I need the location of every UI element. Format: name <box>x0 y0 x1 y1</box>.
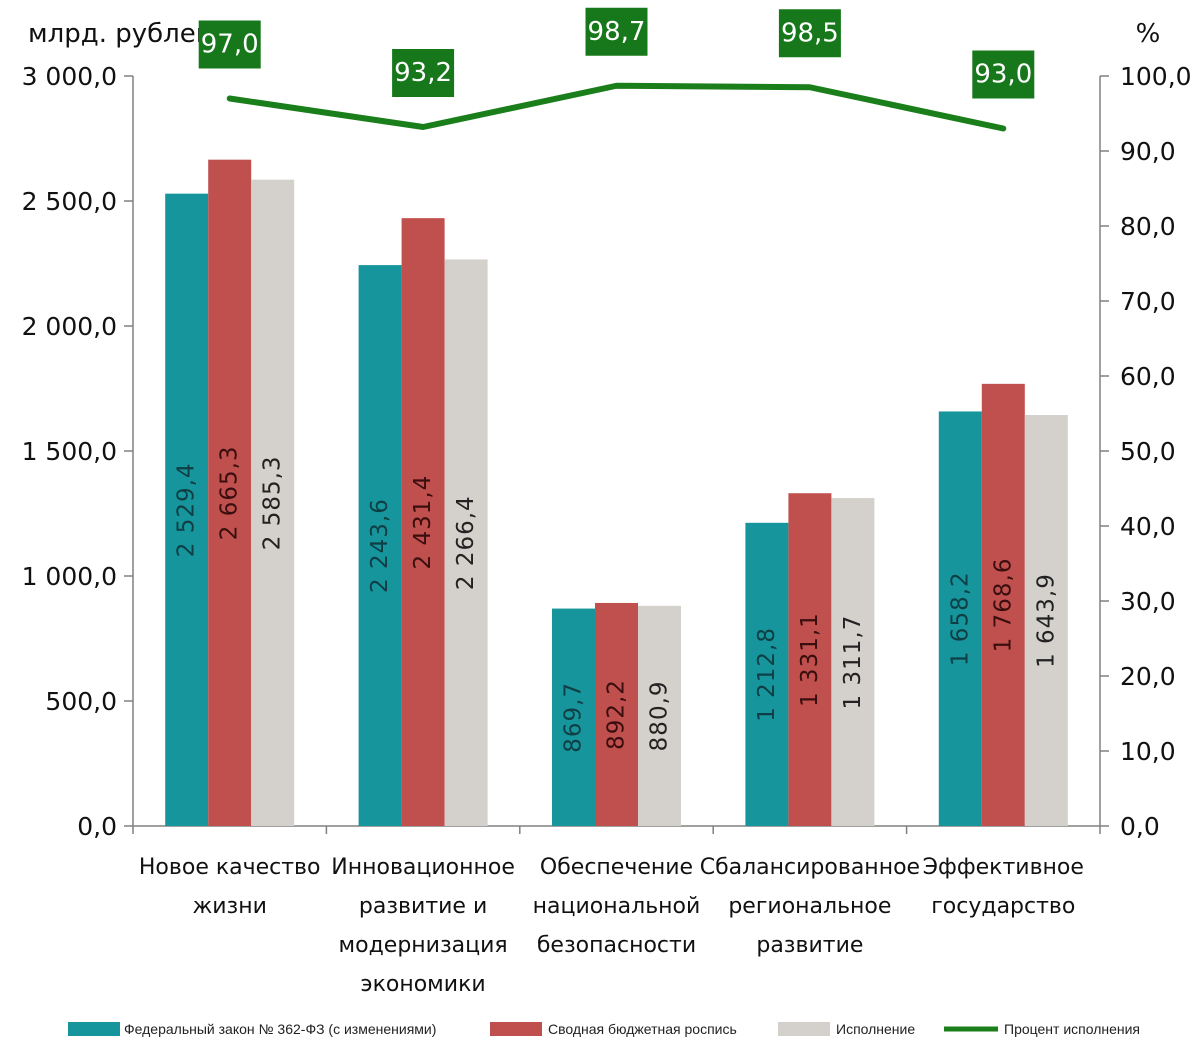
right-tick-label: 30,0 <box>1120 587 1176 616</box>
bar-3-cat-1 <box>251 179 295 827</box>
bar-value-label: 1 331,1 <box>797 612 823 707</box>
bar-value-label: 2 243,6 <box>367 498 393 593</box>
right-tick-label: 0,0 <box>1120 812 1160 841</box>
right-tick-label: 80,0 <box>1120 212 1176 241</box>
right-tick-label: 70,0 <box>1120 287 1176 316</box>
bar-2-cat-3 <box>595 602 638 826</box>
percent-label-box <box>198 20 261 69</box>
right-y-axis-ticks: 0,0 10,0 20,0 30,0 40,0 50,0 60,0 70,0 80,0 90,0 1… <box>1100 62 1192 841</box>
category-label-line: Инновационное <box>331 855 515 880</box>
left-tick-label: 0,0 <box>77 812 117 841</box>
category-label-line: государство <box>931 894 1075 919</box>
left-axis-unit-label: млрд. рублей <box>28 19 213 49</box>
right-tick-label: 40,0 <box>1120 512 1176 541</box>
category-label-line: развитие и <box>359 894 487 919</box>
category-label-line: Эффективное <box>923 855 1084 880</box>
category-label-line: национальной <box>533 894 701 919</box>
bar-value-label: 1 643,9 <box>1033 573 1059 668</box>
right-tick-label: 20,0 <box>1120 662 1176 691</box>
category-label-line: Сбалансированное <box>700 855 920 880</box>
right-tick-label: 90,0 <box>1120 137 1176 166</box>
category-label-line: экономики <box>361 972 486 997</box>
bar-value-label: 869,7 <box>561 682 587 753</box>
right-tick-label: 60,0 <box>1120 362 1176 391</box>
bar-value-label: 1 311,7 <box>840 615 866 710</box>
legend-label-2: Сводная бюджетная роспись <box>548 1021 737 1037</box>
legend-label-4: Процент исполнения <box>1004 1021 1140 1037</box>
left-tick-label: 2 000,0 <box>22 312 117 341</box>
bar-value-label: 2 266,4 <box>453 495 479 590</box>
bar-value-label: 880,9 <box>647 680 673 751</box>
left-tick-label: 2 500,0 <box>22 187 117 216</box>
percent-label-box <box>392 49 455 97</box>
right-tick-label: 10,0 <box>1120 737 1176 766</box>
bar-1-cat-5 <box>938 411 982 826</box>
percent-line <box>226 82 1007 132</box>
left-tick-label: 1 500,0 <box>22 437 117 466</box>
legend-swatch-2 <box>490 1022 542 1036</box>
percent-label-box <box>778 9 841 58</box>
percent-value-label: 97,0 <box>201 30 259 60</box>
right-tick-label: 100,0 <box>1120 62 1192 91</box>
category-label-line: региональное <box>728 894 891 919</box>
x-axis-ticks <box>132 826 1101 834</box>
bar-value-label: 1 658,2 <box>947 571 973 666</box>
bar-value-label: 1 768,6 <box>990 558 1016 653</box>
right-axis-unit-label: % <box>1136 19 1161 49</box>
bar-1-cat-2 <box>358 265 402 827</box>
category-label-line: Обеспечение <box>540 855 693 880</box>
bar-value-label: 2 585,3 <box>260 455 286 550</box>
percent-label-box <box>972 50 1035 99</box>
bar-3-cat-4 <box>831 498 875 826</box>
percent-line-layer: 97,0 93,2 98,7 98,5 93,0 <box>198 7 1035 132</box>
bar-value-label: 1 212,8 <box>754 627 780 722</box>
legend-label-3: Исполнение <box>836 1021 915 1037</box>
bar-1-cat-1 <box>165 193 209 826</box>
bar-1-cat-4 <box>745 522 789 826</box>
bar-value-label: 2 529,4 <box>174 462 200 557</box>
bar-value-label: 2 431,4 <box>410 475 436 570</box>
left-y-axis-ticks: 0,0 500,0 1 000,0 1 500,0 2 000,0 2 500,0 3 00… <box>22 62 133 841</box>
bar-2-cat-5 <box>981 383 1025 826</box>
legend: Федеральный закон № 362-ФЗ (с изменениям… <box>68 1021 1140 1037</box>
bar-2-cat-1 <box>208 159 252 827</box>
category-label-line: Новое качество <box>139 855 321 880</box>
category-label-line: модернизация <box>339 933 508 958</box>
right-tick-label: 50,0 <box>1120 437 1176 466</box>
left-tick-label: 1 000,0 <box>22 562 117 591</box>
bar-value-labels: 2 529,4 2 665,3 2 585,3 2 243,6 2 431,4 2 266… <box>174 445 1060 752</box>
percent-value-label: 98,7 <box>588 17 646 47</box>
category-label-line: безопасности <box>537 933 696 958</box>
bar-1-cat-3 <box>552 608 595 826</box>
bar-3-cat-2 <box>444 259 488 826</box>
bar-2-cat-2 <box>401 218 445 826</box>
bar-value-label: 892,2 <box>604 679 630 750</box>
legend-label-1: Федеральный закон № 362-ФЗ (с изменениям… <box>124 1021 436 1037</box>
category-label-line: развитие <box>756 933 863 958</box>
percent-value-label: 93,2 <box>394 58 452 88</box>
percent-value-label: 93,0 <box>974 60 1032 90</box>
left-tick-label: 3 000,0 <box>22 62 117 91</box>
category-label-line: жизни <box>192 894 267 919</box>
percent-label-box <box>585 7 648 56</box>
bar-3-cat-5 <box>1024 415 1068 826</box>
bar-group <box>165 159 1068 827</box>
bar-value-label: 2 665,3 <box>217 445 243 540</box>
legend-swatch-1 <box>68 1022 120 1036</box>
bar-3-cat-3 <box>638 605 681 826</box>
left-tick-label: 500,0 <box>45 687 117 716</box>
category-labels: Новое качество жизни Инновационное развитие… <box>139 855 1084 997</box>
legend-swatch-3 <box>778 1022 830 1036</box>
percent-value-label: 98,5 <box>781 18 839 48</box>
bar-2-cat-4 <box>788 493 832 826</box>
